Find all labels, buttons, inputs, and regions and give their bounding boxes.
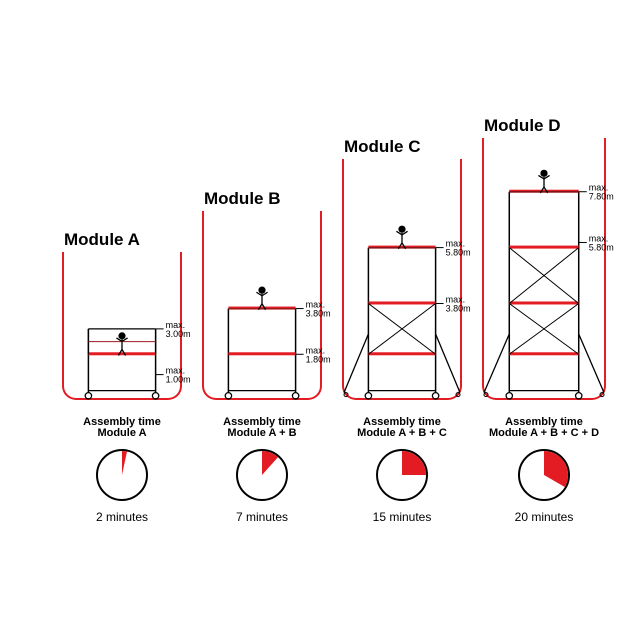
scaffold-modules-infographic: { "layout": { "canvas_w": 638, "canvas_h… [0, 0, 638, 638]
assembly-time-text: 15 minutes [342, 510, 462, 524]
assembly-time-clock [342, 448, 462, 502]
assembly-time-clock [62, 448, 182, 502]
svg-text:1.00m: 1.00m [166, 375, 191, 385]
assembly-line2: Module A [62, 427, 182, 439]
assembly-label: Assembly timeModule A + B + C + D [482, 416, 606, 439]
module-a: Module A max.3.00mmax.1.00m [62, 140, 182, 400]
assembly-time-text: 2 minutes [62, 510, 182, 524]
assembly-label: Assembly timeModule A + B + C [342, 416, 462, 439]
module-c: Module C max.5.80mmax.3.80m [342, 140, 462, 400]
scaffold-diagram: max.7.80mmax.5.80m [482, 146, 606, 400]
svg-text:5.80m: 5.80m [589, 243, 614, 253]
assembly-line2: Module A + B + C [342, 427, 462, 439]
assembly-label: Assembly timeModule A [62, 416, 182, 439]
svg-text:3.80m: 3.80m [306, 309, 331, 319]
module-title: Module D [484, 116, 561, 136]
assembly-line2: Module A + B + C + D [482, 427, 606, 439]
assembly-label: Assembly timeModule A + B [202, 416, 322, 439]
assembly-time-text: 7 minutes [202, 510, 322, 524]
scaffold-diagram: max.5.80mmax.3.80m [342, 146, 462, 400]
svg-text:3.80m: 3.80m [446, 303, 471, 313]
module-d: Module D max.7.80mmax.5.80m [482, 140, 606, 400]
svg-text:1.80m: 1.80m [306, 354, 331, 364]
assembly-time-text: 20 minutes [482, 510, 606, 524]
svg-text:3.00m: 3.00m [166, 329, 191, 339]
scaffold-diagram: max.3.00mmax.1.00m [62, 146, 182, 400]
assembly-time-clock [202, 448, 322, 502]
svg-text:5.80m: 5.80m [446, 248, 471, 258]
svg-text:7.80m: 7.80m [589, 192, 614, 202]
assembly-line2: Module A + B [202, 427, 322, 439]
module-b: Module B max.3.80mmax.1.80m [202, 140, 322, 400]
assembly-time-clock [482, 448, 606, 502]
scaffold-diagram: max.3.80mmax.1.80m [202, 146, 322, 400]
